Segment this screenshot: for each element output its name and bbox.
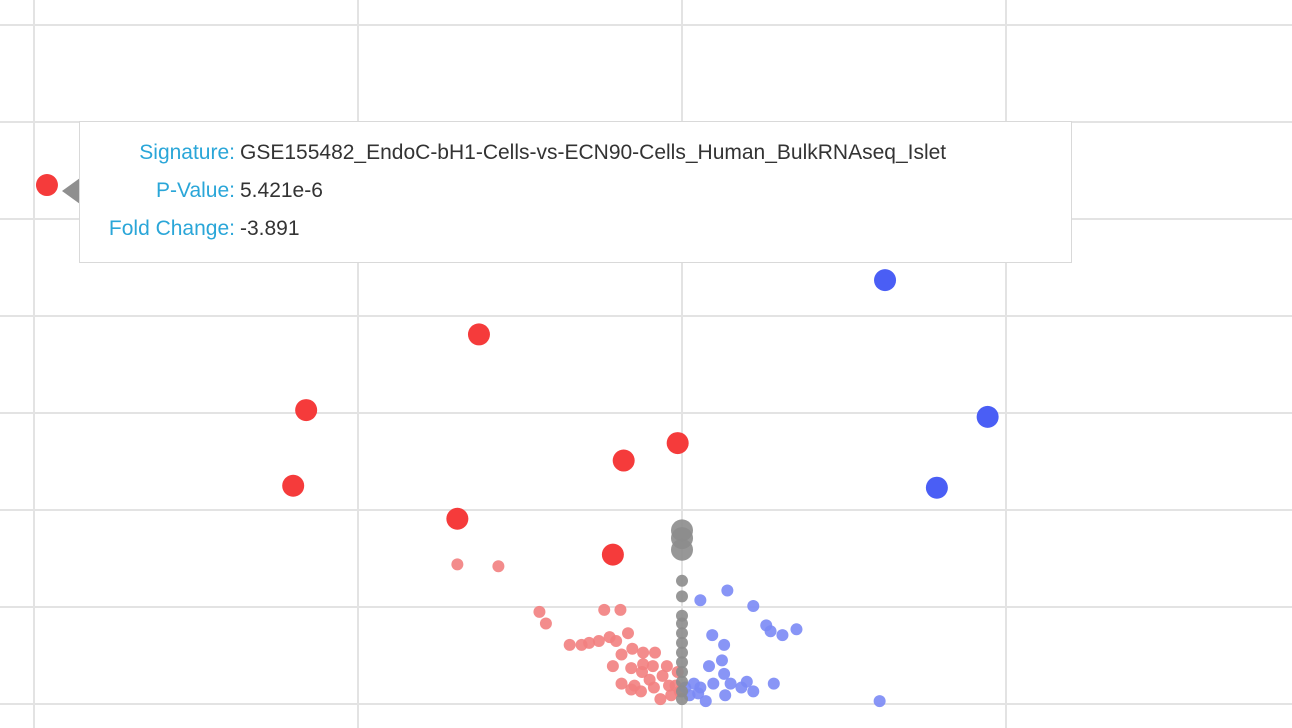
data-point-neutral[interactable] bbox=[676, 574, 688, 587]
data-point-nonsignificant-negative[interactable] bbox=[615, 677, 628, 690]
data-point-significant-negative[interactable] bbox=[446, 507, 469, 530]
data-point-nonsignificant-positive[interactable] bbox=[747, 685, 760, 698]
tooltip-row-signature: Signature: GSE155482_EndoC-bH1-Cells-vs-… bbox=[80, 140, 946, 166]
data-point-nonsignificant-positive[interactable] bbox=[718, 638, 731, 651]
data-point-nonsignificant-negative[interactable] bbox=[646, 660, 659, 673]
data-point-significant-negative[interactable] bbox=[295, 399, 318, 422]
data-point-nonsignificant-negative[interactable] bbox=[583, 636, 596, 649]
data-point-nonsignificant-negative[interactable] bbox=[663, 679, 676, 692]
data-point-nonsignificant-negative[interactable] bbox=[615, 648, 628, 661]
data-point-nonsignificant-negative[interactable] bbox=[626, 642, 639, 655]
data-point-nonsignificant-positive[interactable] bbox=[694, 594, 707, 607]
data-point-nonsignificant-negative[interactable] bbox=[451, 558, 464, 571]
tooltip-value-fold-change: -3.891 bbox=[240, 217, 300, 240]
data-point-significant-positive[interactable] bbox=[874, 269, 897, 292]
data-point-nonsignificant-negative[interactable] bbox=[598, 603, 611, 616]
data-point-nonsignificant-positive[interactable] bbox=[767, 677, 780, 690]
data-point-nonsignificant-negative[interactable] bbox=[492, 560, 505, 573]
data-point-nonsignificant-positive[interactable] bbox=[703, 660, 715, 673]
tooltip-label-signature: Signature: bbox=[139, 141, 235, 164]
data-point-significant-positive[interactable] bbox=[976, 405, 999, 428]
data-point-nonsignificant-negative[interactable] bbox=[614, 603, 627, 616]
data-point-nonsignificant-positive[interactable] bbox=[873, 695, 886, 708]
data-point-nonsignificant-negative[interactable] bbox=[592, 634, 605, 647]
data-point-nonsignificant-positive[interactable] bbox=[699, 695, 712, 708]
tooltip-value-p-value: 5.421e-6 bbox=[240, 179, 323, 202]
data-point-nonsignificant-positive[interactable] bbox=[776, 629, 789, 642]
data-point-nonsignificant-positive[interactable] bbox=[719, 689, 732, 702]
data-point-significant-positive[interactable] bbox=[925, 476, 948, 499]
data-point-neutral[interactable] bbox=[676, 656, 688, 669]
data-point-significant-negative[interactable] bbox=[601, 543, 624, 566]
data-point-significant-negative[interactable] bbox=[282, 474, 305, 497]
point-tooltip: Signature: GSE155482_EndoC-bH1-Cells-vs-… bbox=[79, 121, 1072, 263]
data-point-neutral[interactable] bbox=[676, 665, 688, 678]
tooltip-value-signature: GSE155482_EndoC-bH1-Cells-vs-ECN90-Cells… bbox=[240, 141, 947, 164]
data-point-nonsignificant-positive[interactable] bbox=[706, 629, 719, 642]
data-point-nonsignificant-positive[interactable] bbox=[790, 623, 803, 636]
data-point-neutral[interactable] bbox=[676, 675, 688, 688]
data-point-neutral[interactable] bbox=[676, 636, 688, 649]
data-point-nonsignificant-positive[interactable] bbox=[747, 600, 760, 613]
data-point-nonsignificant-positive[interactable] bbox=[718, 667, 731, 680]
data-point-nonsignificant-negative[interactable] bbox=[606, 660, 619, 673]
data-point-nonsignificant-negative[interactable] bbox=[636, 665, 649, 678]
data-point-neutral[interactable] bbox=[676, 627, 688, 640]
data-point-nonsignificant-positive[interactable] bbox=[715, 654, 728, 667]
data-point-nonsignificant-negative[interactable] bbox=[637, 646, 650, 659]
data-point-nonsignificant-positive[interactable] bbox=[740, 675, 753, 688]
data-point-nonsignificant-negative[interactable] bbox=[533, 605, 546, 618]
tooltip-row-fold-change: Fold Change: -3.891 bbox=[80, 216, 300, 242]
data-point-significant-negative[interactable] bbox=[467, 323, 490, 346]
data-point-nonsignificant-negative[interactable] bbox=[625, 662, 638, 675]
data-point-nonsignificant-positive[interactable] bbox=[692, 687, 705, 700]
tooltip-row-p-value: P-Value: 5.421e-6 bbox=[80, 178, 323, 204]
data-point-nonsignificant-positive[interactable] bbox=[764, 625, 777, 638]
data-point-significant-negative[interactable] bbox=[35, 174, 58, 197]
tooltip-label-fold-change: Fold Change: bbox=[108, 217, 235, 240]
data-point-nonsignificant-positive[interactable] bbox=[707, 677, 720, 690]
data-point-nonsignificant-positive[interactable] bbox=[721, 584, 734, 597]
data-point-nonsignificant-negative[interactable] bbox=[634, 685, 647, 698]
data-point-nonsignificant-negative[interactable] bbox=[660, 660, 673, 673]
data-point-nonsignificant-negative[interactable] bbox=[647, 681, 660, 694]
data-point-nonsignificant-positive[interactable] bbox=[724, 677, 737, 690]
data-point-nonsignificant-negative[interactable] bbox=[610, 634, 623, 647]
data-point-nonsignificant-negative[interactable] bbox=[649, 646, 661, 659]
data-point-neutral[interactable] bbox=[671, 538, 693, 561]
data-point-neutral[interactable] bbox=[676, 646, 688, 659]
data-point-nonsignificant-negative[interactable] bbox=[622, 627, 634, 640]
data-point-neutral[interactable] bbox=[676, 590, 688, 603]
data-point-nonsignificant-negative[interactable] bbox=[656, 669, 669, 682]
data-point-nonsignificant-negative[interactable] bbox=[539, 617, 552, 630]
data-point-significant-negative[interactable] bbox=[612, 449, 635, 472]
data-point-neutral[interactable] bbox=[676, 693, 688, 706]
data-point-significant-negative[interactable] bbox=[666, 432, 689, 455]
data-point-nonsignificant-negative[interactable] bbox=[625, 683, 638, 696]
tooltip-arrow bbox=[62, 178, 80, 204]
tooltip-label-p-value: P-Value: bbox=[156, 179, 235, 202]
data-point-neutral[interactable] bbox=[676, 617, 688, 630]
data-point-nonsignificant-negative[interactable] bbox=[654, 693, 667, 706]
data-point-nonsignificant-negative[interactable] bbox=[563, 638, 576, 651]
